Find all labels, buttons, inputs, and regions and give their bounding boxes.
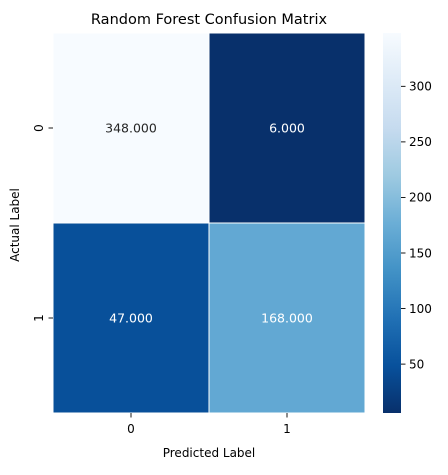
heatmap-cell [208, 222, 366, 414]
colorbar-gradient [383, 33, 401, 413]
cell-value-label: 168.000 [261, 311, 313, 326]
x-axis-label: Predicted Label [163, 446, 256, 460]
colorbar-tick-label: 250 [409, 135, 432, 149]
chart-title: Random Forest Confusion Matrix [91, 12, 328, 28]
colorbar-tick-label: 50 [409, 357, 424, 371]
x-tick-label: 0 [127, 422, 135, 436]
y-tick-label: 1 [32, 314, 46, 322]
colorbar: 50 100 150 200 250 300 [383, 33, 432, 413]
colorbar-tick-label: 300 [409, 80, 432, 94]
cell-value-label: 47.000 [109, 311, 153, 326]
colorbar-tick-label: 150 [409, 246, 432, 260]
cell-value-label: 6.000 [269, 121, 305, 136]
heatmap-cells [52, 32, 366, 414]
heatmap-cell [52, 222, 210, 414]
heatmap-cell [52, 32, 210, 224]
colorbar-tick-label: 200 [409, 191, 432, 205]
cell-value-label: 348.000 [105, 121, 157, 136]
heatmap-cell [208, 32, 366, 224]
heatmap-cell-labels: 348.000 6.000 47.000 168.000 [105, 121, 313, 326]
y-axis: 01 [32, 124, 53, 322]
colorbar-tick-label: 100 [409, 302, 432, 316]
y-tick-label: 0 [32, 124, 46, 132]
y-axis-label: Actual Label [8, 188, 22, 262]
x-tick-label: 1 [283, 422, 291, 436]
